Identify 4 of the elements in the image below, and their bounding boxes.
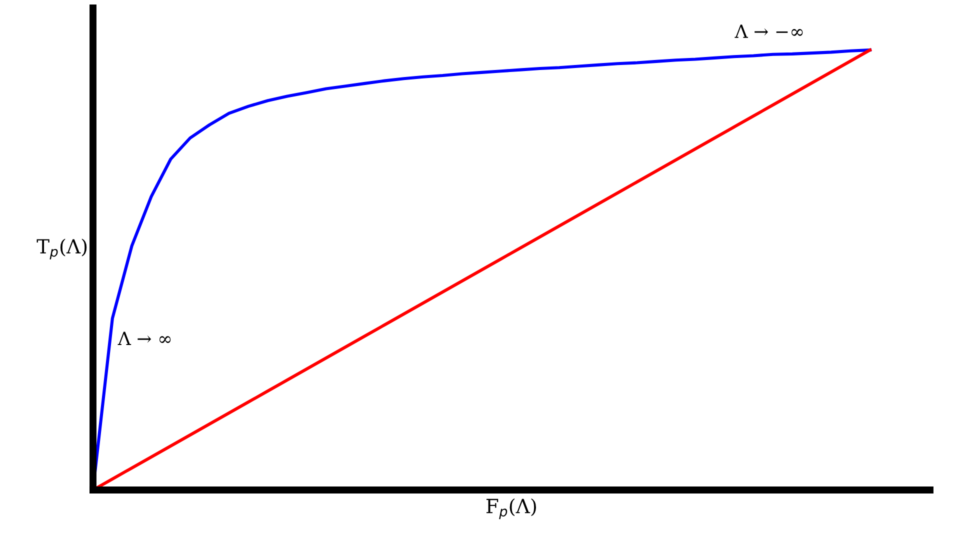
text: Λ → −∞ <box>734 24 803 38</box>
annotation: Λ → ∞ <box>118 332 171 345</box>
x-axis-title: F$_{p}$(Λ) <box>486 498 536 520</box>
y-axis-title: T$_{p}$(Λ) <box>36 238 87 260</box>
